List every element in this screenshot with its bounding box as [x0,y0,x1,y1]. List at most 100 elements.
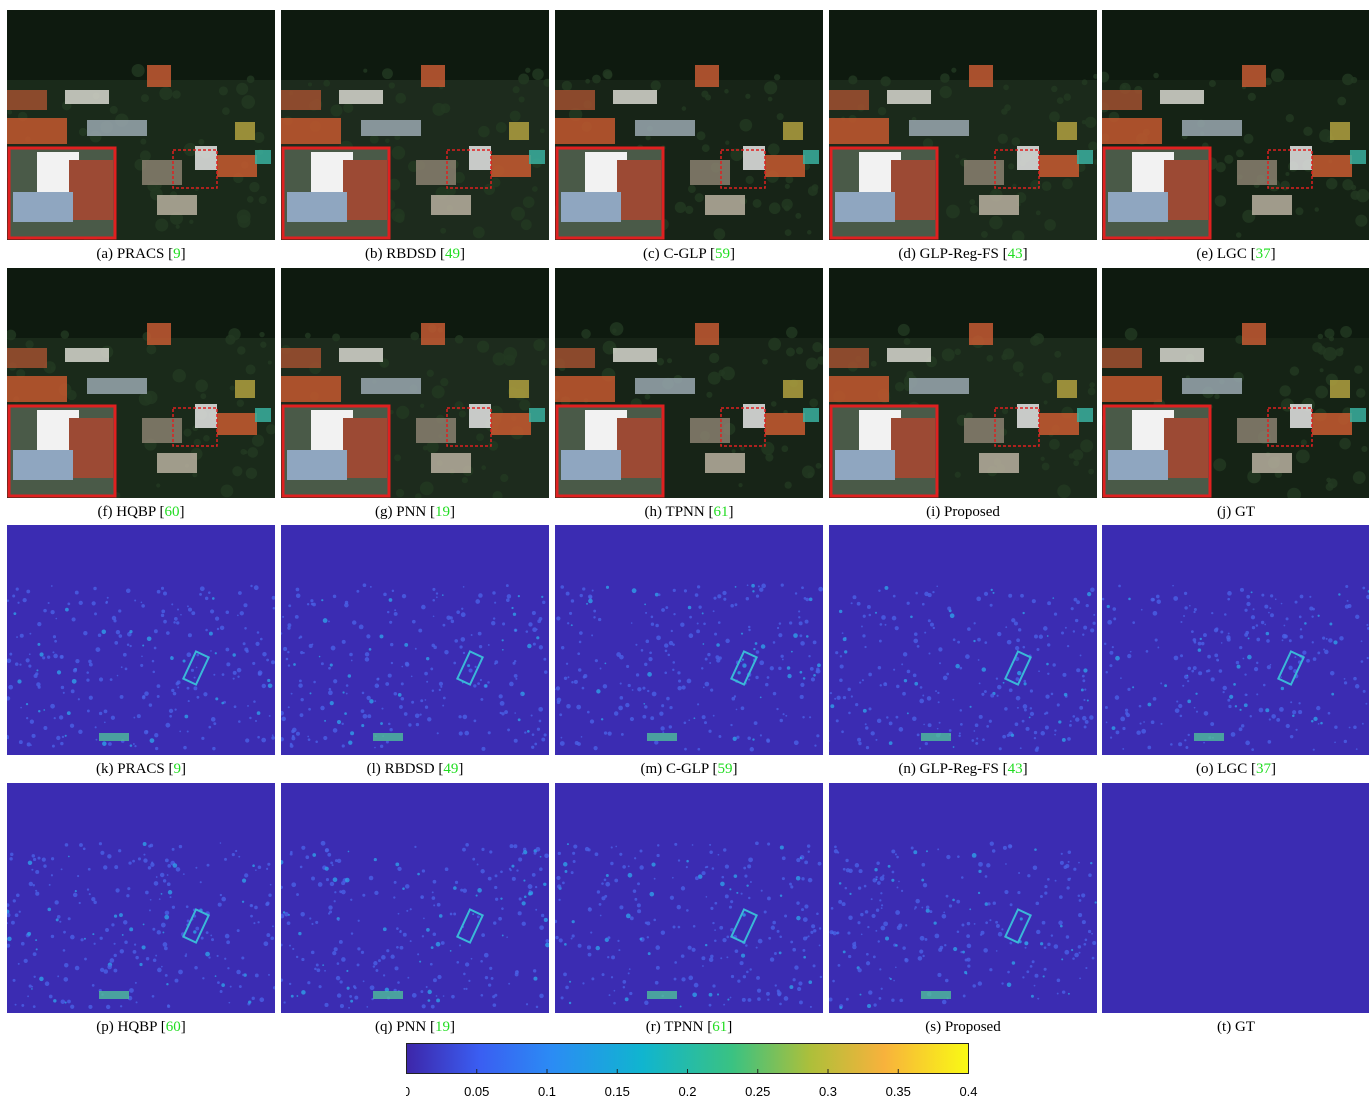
error-speck [804,904,808,908]
error-speck [296,995,298,997]
error-speck [793,978,796,981]
error-speck [172,848,175,851]
error-speck [913,639,918,644]
error-speck [133,950,137,954]
error-speck [629,968,631,970]
error-speck [515,973,519,977]
tree [955,472,961,478]
building [147,65,171,87]
error-speck [153,671,156,674]
error-speck [1221,642,1223,644]
error-speck [400,930,402,932]
error-speck [167,882,171,886]
forest [555,10,823,80]
error-speck [620,683,622,685]
error-speck [1112,726,1116,730]
error-speck [998,932,1003,937]
error-speck [880,892,882,894]
panel-image [829,783,1097,1013]
error-speck [498,917,502,921]
building [979,195,1019,215]
error-speck [188,700,190,702]
error-speck [1246,595,1250,599]
error-speck [33,858,36,861]
tree [1002,408,1008,414]
building [339,90,383,104]
error-speck [328,667,331,670]
error-speck [252,864,255,867]
tree [769,202,781,214]
error-speck [816,734,819,737]
error-speck [1054,612,1057,615]
error-speck [641,649,644,652]
citation: [59] [710,246,735,262]
panel-image [7,268,275,498]
error-speck [226,940,230,944]
error-speck [502,935,504,937]
building [157,453,197,473]
error-speck [17,679,21,683]
error-speck [947,607,951,611]
error-speck [634,898,637,901]
error-speck [961,876,964,879]
citation: [60] [159,504,184,520]
error-speck [803,917,808,922]
error-speck [244,873,248,877]
error-speck [463,888,467,892]
tree [176,225,180,229]
error-speck [236,970,240,974]
error-speck [397,867,401,871]
error-speck [542,601,545,604]
error-speck [633,889,637,893]
error-speck [99,677,103,681]
error-speck [351,660,353,662]
error-speck [318,882,323,887]
building [695,323,719,345]
error-speck [767,998,769,1000]
error-speck [42,656,45,659]
building [87,378,147,394]
building [1102,118,1162,144]
error-speck [354,987,357,990]
error-speck [773,641,776,644]
error-speck [511,865,514,868]
error-speck [958,735,960,737]
error-speck [637,882,640,885]
error-speck [465,988,467,990]
error-speck [1034,985,1036,987]
error-speck [1095,901,1097,903]
error-speck [1082,675,1085,678]
error-speck [545,939,549,943]
error-speck [478,593,483,598]
error-speck [770,666,774,670]
error-speck [748,897,750,899]
error-speck [201,937,204,940]
tree [189,220,193,224]
error-speck [628,865,630,867]
caption: (j) GT [1102,504,1369,521]
error-speck [582,982,584,984]
error-speck [526,1003,528,1005]
error-speck [107,854,111,858]
tree [305,333,311,339]
error-speck [697,585,700,588]
error-speck [114,954,117,957]
citation: [19] [430,1019,455,1035]
building [281,348,321,368]
error-speck [477,864,479,866]
error-speck [1270,594,1273,597]
error-speck [453,662,456,665]
error-speck [747,864,751,868]
error-speck [329,910,332,913]
error-speck [72,617,76,621]
error-speck [47,655,50,658]
error-speck [913,850,917,854]
error-speck [792,948,796,952]
tree [784,205,790,211]
error-speck [1069,878,1071,880]
building [361,378,421,394]
building [1182,120,1242,136]
error-speck [1236,661,1239,664]
error-speck [287,623,291,627]
error-speck [1037,998,1039,1000]
